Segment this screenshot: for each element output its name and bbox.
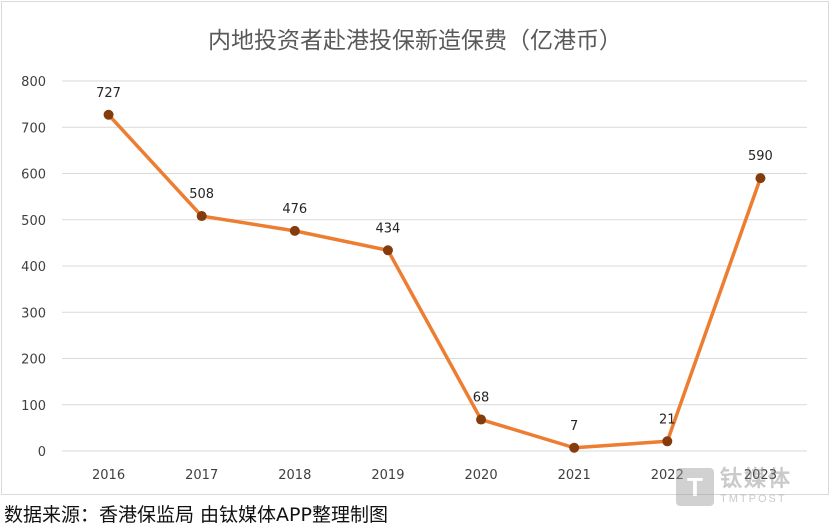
data-label: 434 (376, 221, 401, 236)
line-chart: 内地投资者赴港投保新造保费（亿港币） 0 100 200 300 400 500 600 70… (21, 28, 807, 483)
x-tick-label: 2021 (558, 468, 591, 483)
y-tick-label: 400 (21, 260, 46, 275)
y-tick-label: 700 (21, 121, 46, 136)
chart-title: 内地投资者赴港投保新造保费（亿港币） (208, 28, 622, 54)
data-point (662, 436, 673, 447)
data-point (103, 109, 114, 120)
x-tick-label: 2017 (185, 468, 218, 483)
data-label: 727 (96, 86, 121, 101)
data-label: 476 (282, 202, 307, 217)
y-tick-label: 800 (21, 75, 46, 90)
data-label: 21 (659, 412, 676, 427)
x-tick-label: 2018 (278, 468, 311, 483)
x-tick-label: 2019 (371, 468, 404, 483)
x-tick-label: 2022 (651, 468, 684, 483)
data-point (382, 245, 393, 256)
data-point (196, 211, 207, 222)
data-point (755, 173, 766, 184)
chart-frame: 内地投资者赴港投保新造保费（亿港币） 0 100 200 300 400 500 600 70… (1, 1, 829, 495)
watermark-en: TMTPOST (720, 493, 787, 505)
y-tick-label: 0 (38, 445, 46, 460)
watermark: T 钛媒体 TMTPOST (676, 468, 792, 506)
data-label: 7 (570, 419, 578, 434)
watermark-logo-icon: T (676, 468, 714, 506)
series-line (106, 113, 763, 450)
data-label: 68 (473, 391, 490, 406)
data-point (289, 225, 300, 236)
y-tick-label: 600 (21, 168, 46, 183)
data-point (476, 414, 487, 425)
x-tick-label: 2016 (92, 468, 125, 483)
y-tick-label: 100 (21, 399, 46, 414)
data-label: 590 (748, 149, 773, 164)
data-point (569, 442, 580, 453)
y-tick-label: 300 (21, 306, 46, 321)
x-tick-label: 2023 (744, 468, 777, 483)
watermark-cn: 钛媒体 (720, 467, 793, 492)
y-tick-label: 200 (21, 353, 46, 368)
data-label: 508 (189, 187, 214, 202)
x-tick-label: 2020 (465, 468, 498, 483)
y-tick-label: 500 (21, 214, 46, 229)
source-note: 数据来源：香港保监局 由钛媒体APP整理制图 (4, 504, 388, 526)
